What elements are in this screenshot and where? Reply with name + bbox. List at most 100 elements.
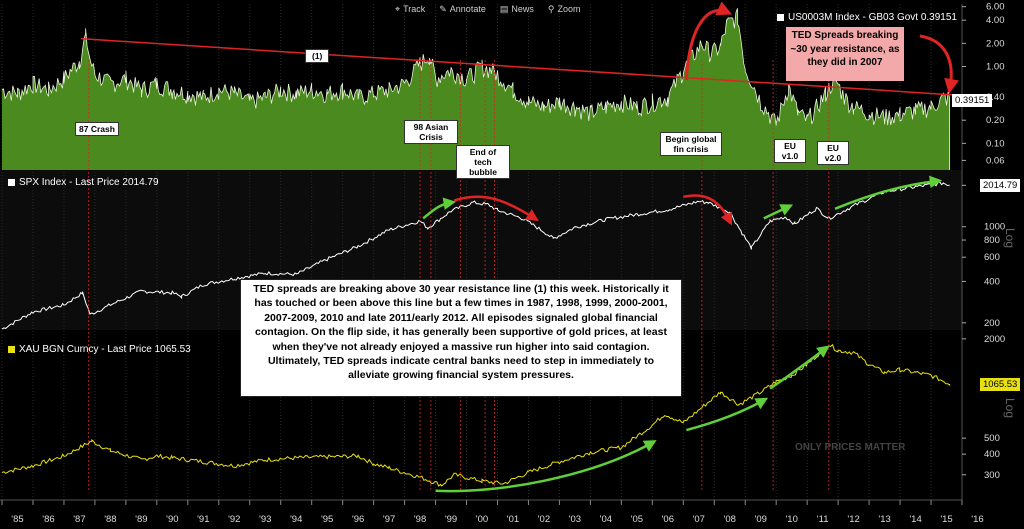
- zoom-button[interactable]: ⚲ Zoom: [548, 2, 581, 16]
- gold-last-value: 1065.53: [980, 378, 1021, 391]
- xtick-label: '91: [197, 514, 209, 525]
- news-label: News: [511, 4, 534, 14]
- spx-ytick-label: 1000: [984, 222, 1005, 233]
- label-87-crash: 87 Crash: [75, 122, 119, 136]
- spx-ytick-label: 400: [984, 276, 1000, 287]
- track-icon: ⌖: [395, 3, 401, 14]
- ted-legend-label: US0003M Index - GB03 Govt 0.39151: [788, 12, 957, 23]
- annotation-arrows: [422, 1, 959, 493]
- xtick-label: '90: [166, 514, 178, 525]
- xtick-label: '16: [971, 514, 983, 525]
- xtick-label: '12: [847, 514, 859, 525]
- xtick-label: '98: [414, 514, 426, 525]
- xtick-label: '09: [755, 514, 767, 525]
- xtick-label: '88: [104, 514, 116, 525]
- track-label: Track: [403, 4, 426, 14]
- axes: 0.06 0.10 0.20 0.40 1.00 2.00 4.00 6.00 200 400 60…: [0, 2, 1005, 525]
- xtick-label: '96: [352, 514, 364, 525]
- gold-log-label: Log: [1003, 398, 1017, 419]
- resistance-line-label: (1): [305, 49, 330, 63]
- xtick-label: '15: [940, 514, 952, 525]
- news-icon: ▤: [499, 3, 509, 14]
- xtick-label: '06: [662, 514, 674, 525]
- spx-log-label: Log: [1003, 228, 1017, 249]
- spx-legend-label: SPX Index - Last Price 2014.79: [19, 177, 159, 188]
- xtick-label: '01: [507, 514, 519, 525]
- ted-ytick-label: 0.06: [986, 155, 1005, 166]
- annotate-label: Annotate: [449, 4, 486, 14]
- spx-ytick-label: 600: [984, 252, 1000, 263]
- news-button[interactable]: ▤ News: [500, 2, 534, 16]
- xtick-label: '13: [878, 514, 890, 525]
- red-arrow-2015: [919, 34, 959, 94]
- gold-legend-label: XAU BGN Curncy - Last Price 1065.53: [19, 344, 191, 355]
- ted-ytick-label: 1.00: [986, 61, 1005, 72]
- green-arrow-gold-01: [435, 440, 657, 493]
- event-lines: [80, 37, 963, 490]
- xtick-label: '14: [909, 514, 921, 525]
- ted-legend: US0003M Index - GB03 Govt 0.39151: [777, 12, 957, 23]
- spx-ytick-label: 800: [984, 235, 1000, 246]
- xtick-label: '05: [631, 514, 643, 525]
- xtick-label: '97: [383, 514, 395, 525]
- spx-panel: [1, 181, 950, 330]
- xtick-label: '87: [73, 514, 85, 525]
- annotate-button[interactable]: ✎ Annotate: [439, 2, 486, 16]
- ted-commentary-box: TED spreads are breaking above 30 year r…: [240, 279, 682, 397]
- ted-legend-swatch: [777, 14, 784, 21]
- xtick-label: '89: [135, 514, 147, 525]
- red-arrow-tech: [453, 195, 539, 222]
- xtick-label: '93: [259, 514, 271, 525]
- ted-ytick-label: 6.00: [986, 2, 1005, 13]
- xtick-label: '94: [290, 514, 302, 525]
- spx-last-value: 2014.79: [980, 179, 1021, 192]
- label-98-asian-crisis: 98 Asian Crisis: [404, 120, 458, 144]
- label-end-tech-bubble: End of tech bubble: [456, 145, 510, 179]
- spx-legend-swatch: [8, 179, 15, 186]
- gold-ytick-label: 400: [984, 449, 1000, 460]
- xtick-label: '04: [600, 514, 612, 525]
- gold-ytick-label: 500: [984, 433, 1000, 444]
- spx-legend: SPX Index - Last Price 2014.79: [8, 177, 159, 188]
- track-button[interactable]: ⌖ Track: [395, 2, 425, 16]
- ted-breakout-callout: TED Spreads breaking ~30 year resistance…: [786, 27, 904, 81]
- ted-ytick-label: 0.10: [986, 138, 1005, 149]
- gold-ytick-label: 300: [984, 470, 1000, 481]
- xtick-label: '95: [321, 514, 333, 525]
- xtick-label: '03: [569, 514, 581, 525]
- zoom-label: Zoom: [557, 4, 581, 14]
- xtick-label: '86: [42, 514, 54, 525]
- xtick-label: '92: [228, 514, 240, 525]
- gold-ytick-label: 2000: [984, 334, 1005, 345]
- green-arrow-spx-12: [834, 175, 943, 210]
- ted-ytick-label: 0.20: [986, 115, 1005, 126]
- zoom-icon: ⚲: [547, 3, 555, 14]
- xtick-label: '00: [476, 514, 488, 525]
- green-arrow-spx-99: [422, 197, 456, 220]
- label-eu-v1: EU v1.0: [774, 139, 806, 163]
- green-arrow-gold-10: [769, 345, 830, 390]
- xtick-label: '02: [538, 514, 550, 525]
- xtick-label: '85: [11, 514, 23, 525]
- xtick-label: '10: [785, 514, 797, 525]
- gold-legend: XAU BGN Curncy - Last Price 1065.53: [8, 344, 191, 355]
- ted-line: [1, 8, 951, 171]
- label-global-fin-crisis: Begin global fin crisis: [660, 132, 722, 156]
- xtick-label: '07: [693, 514, 705, 525]
- ted-ytick-label: 4.00: [986, 15, 1005, 26]
- green-arrow-gold-07: [686, 397, 769, 432]
- xtick-label: '99: [445, 514, 457, 525]
- ted-last-value: 0.39151: [952, 94, 993, 107]
- resistance-line-1: [80, 37, 963, 97]
- xtick-label: '11: [817, 514, 829, 525]
- red-arrow-gfc: [683, 194, 732, 226]
- ted-ytick-label: 0.40: [986, 92, 1005, 103]
- spx-line: [1, 181, 950, 330]
- chart-toolbar: ⌖ Track ✎ Annotate ▤ News ⚲ Zoom: [395, 2, 580, 16]
- label-eu-v2: EU v2.0: [817, 141, 849, 165]
- annotate-icon: ✎: [439, 3, 447, 14]
- gold-legend-swatch: [8, 346, 15, 353]
- spx-ytick-label: 200: [984, 318, 1000, 329]
- green-arrow-spx-10: [763, 204, 794, 220]
